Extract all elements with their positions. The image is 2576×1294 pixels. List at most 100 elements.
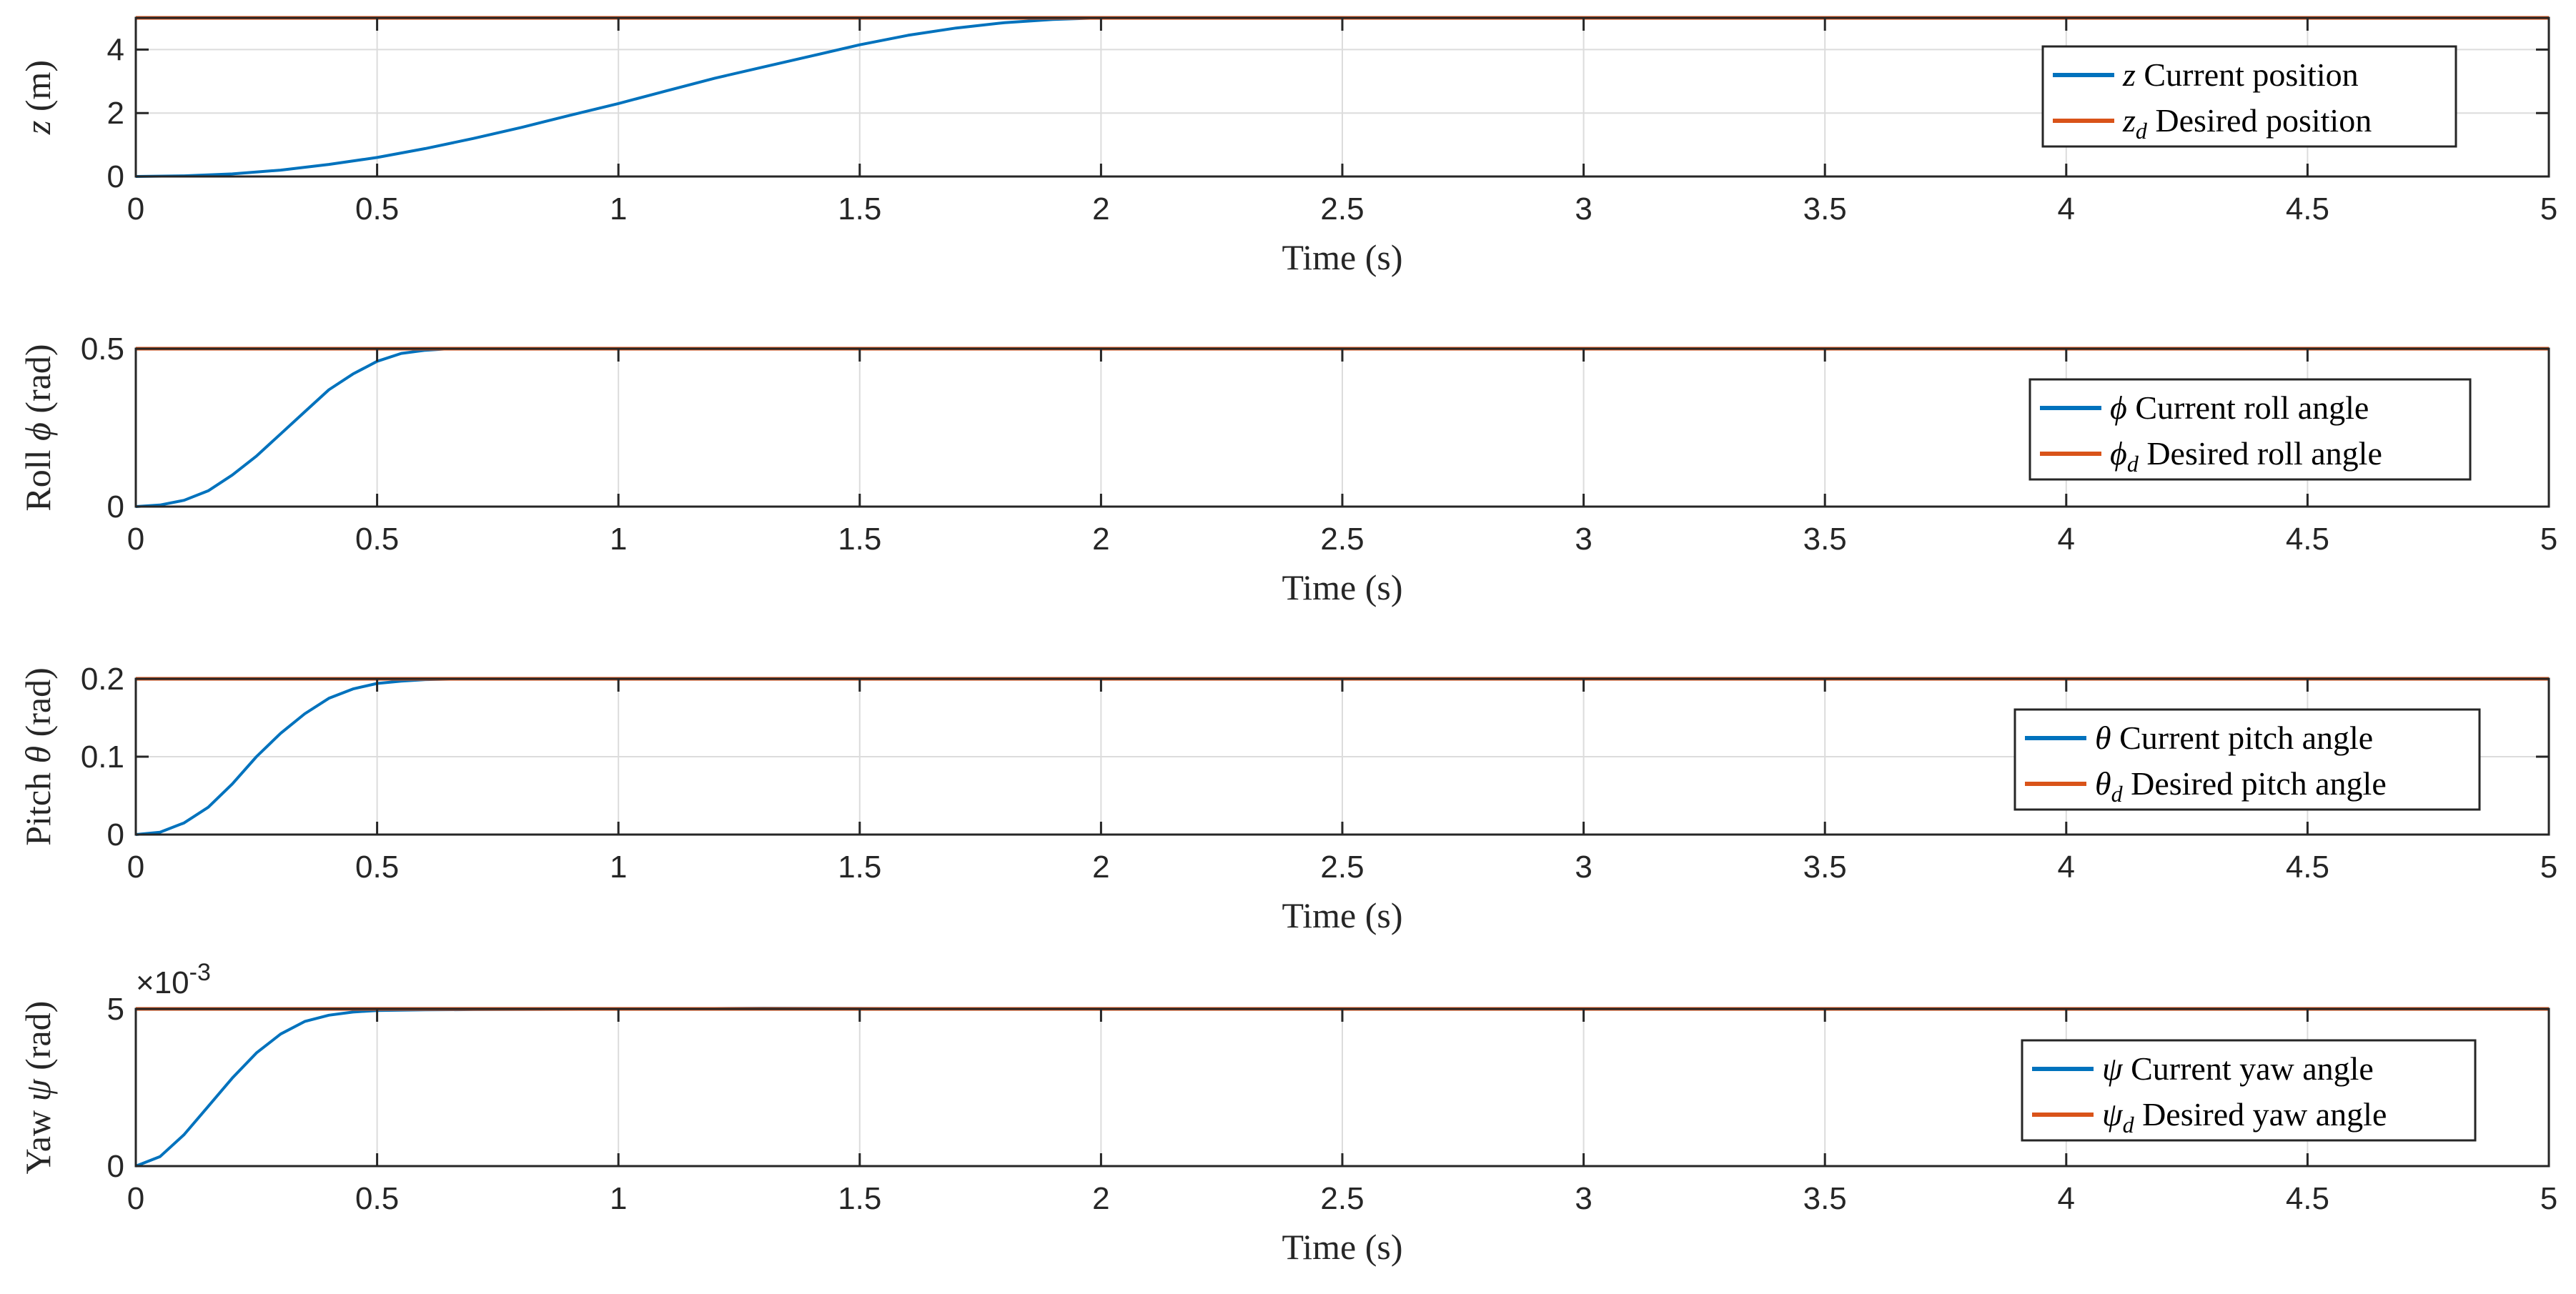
x-tick-label: 4.5 xyxy=(2286,1181,2329,1216)
y-axis-symbol: z xyxy=(18,121,58,135)
y-exponent-power: -3 xyxy=(189,959,211,986)
panel-3: 0 0.5 1 1.5 2 2.5 3 3.5 4 4.5 5 0 0.1 0.2 Time (s) Pitc… xyxy=(18,662,2557,935)
x-tick-label: 1.5 xyxy=(838,191,881,227)
x-tick-label: 4 xyxy=(2058,850,2075,885)
x-tick-label: 4 xyxy=(2058,191,2075,227)
x-tick-label: 5 xyxy=(2540,522,2557,557)
legend-box xyxy=(2041,45,2457,148)
x-tick-label: 0.5 xyxy=(355,1181,399,1216)
legend-entry-desired-symbol: ψ xyxy=(2102,1096,2124,1133)
y-axis-text: (rad) xyxy=(18,667,58,746)
y-axis-text: Pitch xyxy=(18,763,58,845)
legend-entry-current-text: Current yaw angle xyxy=(2123,1050,2374,1087)
y-tick-label: 0.5 xyxy=(81,332,124,367)
legend-entry-desired-subscript: d xyxy=(2123,1112,2135,1138)
y-tick-label: 0.1 xyxy=(81,740,124,775)
legend-entry-desired: θd Desired pitch angle xyxy=(2095,765,2387,807)
x-tick-label: 1.5 xyxy=(838,850,881,885)
y-tick-label: 0 xyxy=(107,489,124,524)
y-axis-label: z (m) xyxy=(18,60,58,135)
y-tick-label: 0 xyxy=(107,817,124,852)
y-axis-text: (rad) xyxy=(18,1001,58,1080)
legend-entry-current: z Current position xyxy=(2122,56,2359,93)
x-tick-label: 3.5 xyxy=(1803,191,1847,227)
y-axis-label: Yaw ψ (rad) xyxy=(18,1001,58,1175)
x-tick-label: 1 xyxy=(610,850,627,885)
y-axis-text: (m) xyxy=(18,60,58,121)
x-tick-label: 0 xyxy=(127,191,144,227)
legend-box xyxy=(2021,1039,2477,1142)
x-tick-label: 3 xyxy=(1575,522,1592,557)
x-tick-label: 0.5 xyxy=(355,522,399,557)
x-tick-label: 5 xyxy=(2540,850,2557,885)
legend-entry-current-text: Current pitch angle xyxy=(2111,720,2374,756)
y-axis-label: Roll ϕ (rad) xyxy=(18,344,58,511)
y-tick-label: 2 xyxy=(107,96,124,131)
panel-4: 0 0.5 1 1.5 2 2.5 3 3.5 4 4.5 5 0 5 ×10-3 Time (s) Yaw … xyxy=(18,959,2557,1267)
legend-entry-desired-text: Desired roll angle xyxy=(2139,435,2382,472)
x-tick-label: 3 xyxy=(1575,1181,1592,1216)
y-exponent-base: ×10 xyxy=(136,965,189,1000)
x-tick-label: 5 xyxy=(2540,191,2557,227)
legend-entry-current-symbol: z xyxy=(2122,56,2136,93)
x-tick-label: 3.5 xyxy=(1803,522,1847,557)
legend-entry-desired-text: Desired yaw angle xyxy=(2134,1096,2387,1133)
y-tick-label: 5 xyxy=(107,992,124,1027)
legend-entry-current-text: Current roll angle xyxy=(2127,389,2369,426)
x-tick-label: 5 xyxy=(2540,1181,2557,1216)
x-tick-label: 4.5 xyxy=(2286,191,2329,227)
x-tick-label: 2 xyxy=(1092,1181,1109,1216)
legend-entry-desired-text: Desired pitch angle xyxy=(2123,765,2387,802)
y-axis-symbol: ϕ xyxy=(18,422,58,441)
y-tick-label: 0 xyxy=(107,159,124,194)
y-tick-label: 0 xyxy=(107,1149,124,1184)
panel-2: 0 0.5 1 1.5 2 2.5 3 3.5 4 4.5 5 0 0.5 Time (s) Roll ϕ … xyxy=(18,332,2557,607)
legend-entry-desired: ψd Desired yaw angle xyxy=(2102,1096,2387,1138)
x-tick-label: 2 xyxy=(1092,522,1109,557)
legend-entry-current: ϕ Current roll angle xyxy=(2110,389,2369,426)
legend-entry-desired-symbol: θ xyxy=(2095,765,2111,802)
legend-entry-desired: ϕd Desired roll angle xyxy=(2110,435,2382,477)
y-axis-text: Yaw xyxy=(18,1101,58,1174)
y-tick-label: 0.2 xyxy=(81,662,124,697)
x-tick-label: 1.5 xyxy=(838,522,881,557)
legend-entry-current: θ Current pitch angle xyxy=(2095,720,2373,756)
x-tick-label: 2 xyxy=(1092,191,1109,227)
series-current-line xyxy=(135,16,2549,178)
y-axis-text: (rad) xyxy=(18,344,58,422)
legend-entry-desired-symbol: z xyxy=(2122,102,2136,139)
legend-entry-desired-text: Desired position xyxy=(2147,102,2372,139)
y-axis-symbol: ψ xyxy=(18,1078,58,1101)
legend: ϕ Current roll angle ϕd Desired roll angl… xyxy=(2028,378,2472,481)
legend: ψ Current yaw angle ψd Desired yaw angle xyxy=(2021,1039,2477,1142)
y-exponent-label: ×10-3 xyxy=(136,959,211,1000)
x-tick-label: 4.5 xyxy=(2286,850,2329,885)
x-tick-label: 3.5 xyxy=(1803,850,1847,885)
legend-entry-current-symbol: θ xyxy=(2095,720,2111,756)
x-tick-label: 1 xyxy=(610,191,627,227)
x-tick-label: 2.5 xyxy=(1320,850,1364,885)
y-axis-label: Pitch θ (rad) xyxy=(18,667,58,846)
x-tick-label: 4 xyxy=(2058,522,2075,557)
x-tick-label: 3 xyxy=(1575,850,1592,885)
legend-entry-desired-subscript: d xyxy=(2111,781,2124,807)
legend-entry-desired-subscript: d xyxy=(2127,451,2139,477)
x-tick-label: 1 xyxy=(610,522,627,557)
y-axis-symbol: θ xyxy=(18,746,58,764)
y-axis-text: Roll xyxy=(18,441,58,512)
x-tick-label: 4 xyxy=(2058,1181,2075,1216)
x-axis-label: Time (s) xyxy=(1282,1227,1402,1267)
legend-box xyxy=(2028,378,2472,481)
x-tick-label: 0.5 xyxy=(355,850,399,885)
x-tick-label: 2.5 xyxy=(1320,1181,1364,1216)
y-tick-label: 4 xyxy=(107,32,124,67)
x-tick-label: 0.5 xyxy=(355,191,399,227)
x-tick-label: 3 xyxy=(1575,191,1592,227)
x-tick-label: 2.5 xyxy=(1320,522,1364,557)
x-tick-label: 2.5 xyxy=(1320,191,1364,227)
legend-box xyxy=(2013,708,2481,811)
